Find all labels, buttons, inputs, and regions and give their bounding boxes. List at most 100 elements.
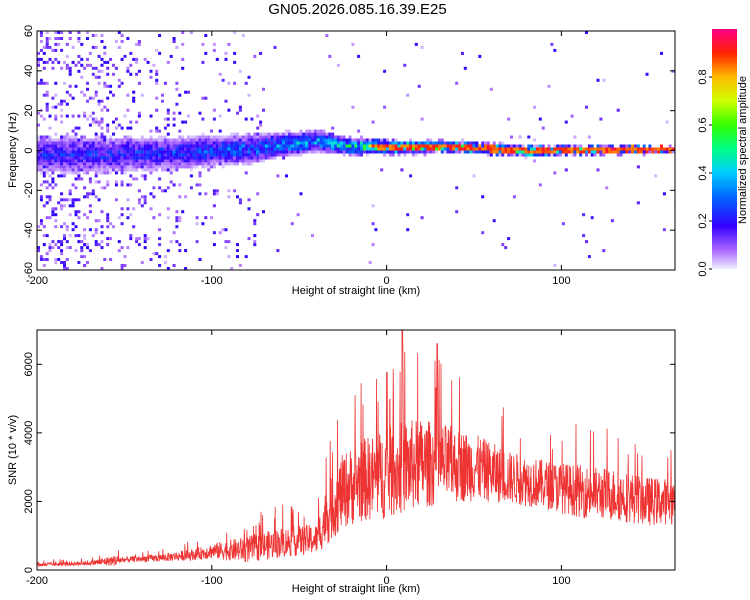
spectrogram-cell [100,126,104,130]
spectrogram-cell [420,45,424,49]
spectrogram-cell [152,63,156,67]
spectrogram-cell [518,144,522,148]
spectrogram-cell [114,126,118,130]
spectrogram-cell [259,159,263,163]
spectrogram-cell [109,144,113,148]
spectrogram-cell [169,171,173,175]
spectrogram-cell [106,153,110,157]
spectrogram-cell [86,156,89,160]
spectrogram-cell [250,162,254,166]
spectrogram-cell [207,156,211,160]
spectrogram-cell [518,147,522,151]
spectrogram-cell [178,183,182,187]
spectrogram-cell [117,168,121,172]
spectrogram-cell [334,141,338,145]
spectrogram-cell [238,156,242,160]
spectrogram-cell [201,60,205,64]
spectrogram-cell [158,165,162,169]
spectrogram-cell [189,144,193,148]
spectrogram-cell [60,138,64,142]
spectrogram-cell [204,138,208,142]
spectrogram-cell [51,141,55,145]
spectrogram-cell [57,240,61,244]
spectrogram-cell [60,147,64,151]
spectrogram-cell [299,192,303,196]
spectrogram-cell [334,150,338,154]
spectrogram-cell [313,129,317,133]
spectrogram-cell [175,45,179,49]
spectrogram-cell [135,57,139,61]
spectrogram-cell [117,45,121,49]
spectrogram-cell [596,78,600,82]
spectrogram-cell [538,183,542,187]
spectrogram-cell [256,159,260,163]
spectrogram-cell [472,141,476,145]
spectrogram-cell [230,141,234,145]
spectrogram-cell [527,135,531,139]
spectrogram-cell [51,165,55,169]
spectrogram-cell [596,147,600,151]
spectrogram-cell [54,147,58,151]
spectrogram-cell [423,147,427,151]
spectrogram-cell [100,108,104,112]
spectrogram-cell [106,162,110,166]
spectrogram-cell [143,147,147,151]
spectrogram-cell [68,156,72,160]
spectrogram-cell [161,93,164,97]
spectrogram-cell [60,99,64,103]
spectrogram-cell [215,162,219,166]
spectrogram-cell [585,147,588,151]
spectrogram-cell [371,204,375,208]
spectrogram-cell [469,150,473,154]
spectrogram-cell [374,147,378,151]
spectrogram-cell [319,138,323,142]
spectrogram-cell [71,96,75,100]
spectrogram-cell [158,255,162,259]
spectrogram-cell [146,162,150,166]
spectrogram-cell [192,141,196,145]
spectrogram-cell [60,225,64,229]
spectrogram-cell [518,153,522,157]
spectrogram-cell [383,153,387,157]
spectrogram-cell [91,72,95,76]
spectrogram-cell [80,159,84,163]
spectrogram-cell [97,153,101,157]
spectrogram-cell [132,153,136,157]
spectrogram-cell [80,249,84,253]
spectrogram-cell [241,138,245,142]
spectrogram-cell [175,144,179,148]
spectrogram-cell [120,207,124,211]
spectrogram-cell [484,141,487,145]
spectrogram-cell [227,135,231,139]
spectrogram-cell [311,138,314,142]
spectrogram-cell [166,153,170,157]
spectrogram-cell [423,141,427,145]
spectrogram-cell [161,99,164,103]
spectrogram-cell [57,31,61,34]
spectrogram-cell [48,162,52,166]
spectrogram-cell [221,135,225,139]
spectrogram-cell [360,144,363,148]
spectrogram-cell [397,141,401,145]
spectrogram-cell [37,168,40,172]
spectrogram-cell [140,165,144,169]
spectrogram-cell [129,72,133,76]
spectrogram-cell [406,228,410,232]
spectrogram-cell [45,105,49,109]
spectrogram-cell [259,153,263,157]
spectrogram-cell [207,159,211,163]
spectrogram-cell [264,150,268,154]
spectrogram-cell [481,147,485,151]
spectrogram-cell [201,165,205,169]
spectrogram-cell [247,138,251,142]
spectrogram-cell [212,42,216,46]
spectrogram-cell [74,153,78,157]
spectrogram-cell [262,210,265,214]
spectrogram-cell [88,180,92,184]
spectrogram-cell [339,144,343,148]
spectrogram-cell [88,177,92,181]
spectrogram-cell [224,144,228,148]
spectrogram-cell [662,192,666,196]
spectrogram-cell [77,156,81,160]
spectrogram-cell [449,141,453,145]
